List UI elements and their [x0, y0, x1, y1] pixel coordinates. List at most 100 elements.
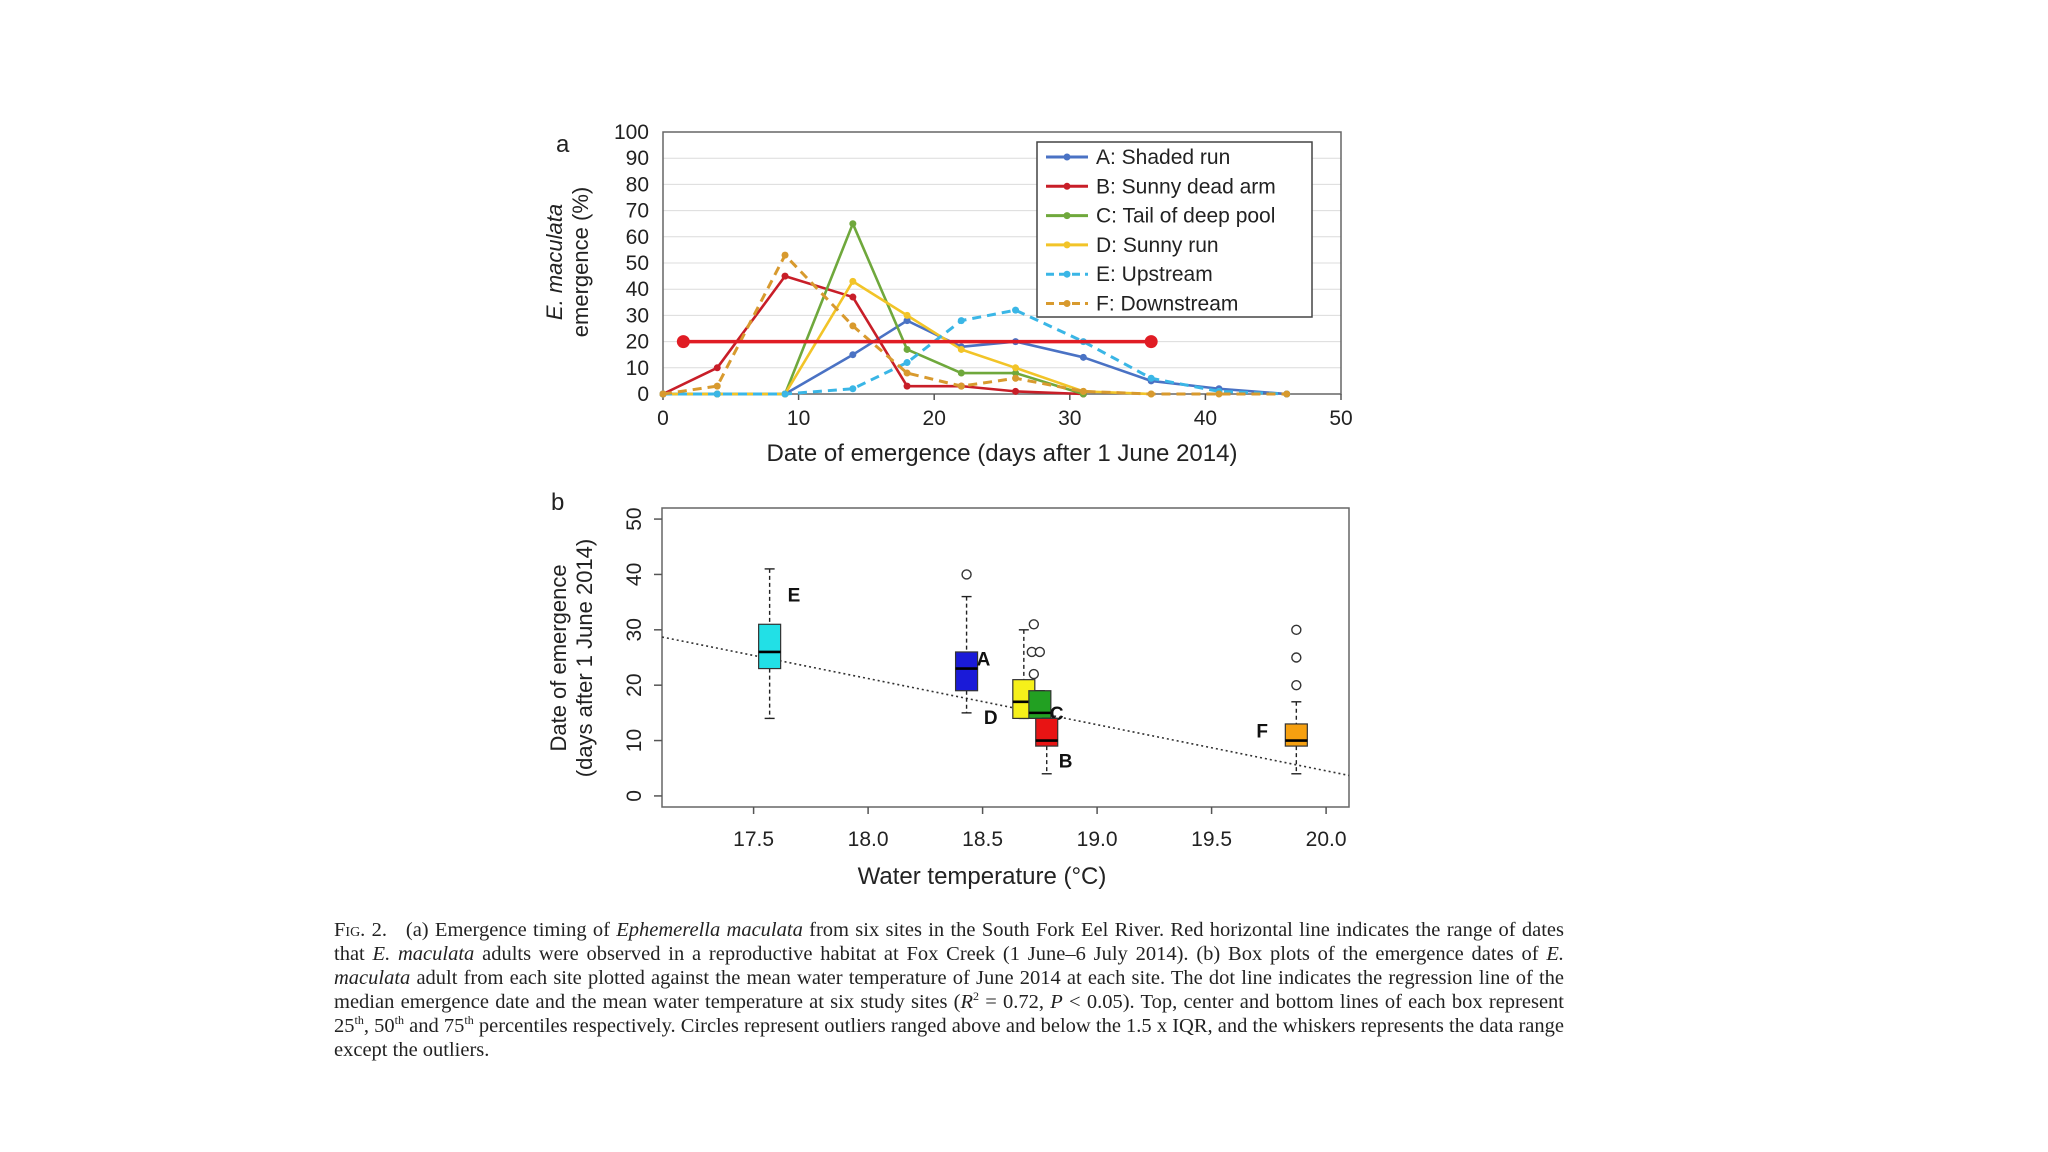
- legend-label-F: F: Downstream: [1096, 293, 1238, 316]
- data-point-F: [1215, 390, 1223, 398]
- box-A: A: [954, 569, 991, 714]
- y-tick-label: 20: [626, 331, 649, 354]
- range-endpoint: [676, 335, 690, 349]
- box-iqr: [758, 623, 782, 670]
- box-B: B: [1035, 717, 1073, 775]
- legend-label-C: C: Tail of deep pool: [1096, 205, 1275, 228]
- data-point-B: [781, 272, 789, 280]
- caption-sup-50: th: [394, 1013, 404, 1028]
- panel-a-y-label-unit: emergence (%): [568, 187, 593, 337]
- data-point-E: [713, 390, 721, 398]
- x-tick-label: 18.5: [962, 828, 1003, 851]
- data-point-E: [1012, 306, 1020, 314]
- box-iqr: [954, 651, 979, 692]
- legend-label-D: D: Sunny run: [1096, 234, 1219, 257]
- panel-a-y-axis-label: E. maculata emergence (%): [542, 187, 593, 337]
- caption-text-7: and 75: [403, 1015, 465, 1037]
- outlier: [1291, 624, 1302, 636]
- panel-a-y-label-species: E. maculata: [542, 204, 567, 320]
- data-point-F: [781, 251, 789, 259]
- panel-b-y-label-line1: Date of emergence: [546, 564, 571, 751]
- y-tick-label: 10: [623, 729, 646, 752]
- box-iqr: [1284, 723, 1308, 747]
- panel-b-label: b: [551, 489, 564, 516]
- legend-marker-F: [1063, 300, 1071, 307]
- caption-text-8: percentiles respectively. Circles repres…: [334, 1015, 1565, 1061]
- figure-caption: Fig. 2. (a) Emergence timing of Ephemere…: [334, 918, 1564, 1062]
- caption-species: Ephemerella maculata: [616, 919, 803, 941]
- data-point-E: [849, 385, 857, 393]
- caption-text-2: from six sites in the South Fork Eel Riv…: [334, 919, 1565, 965]
- data-point-F: [1079, 387, 1087, 395]
- box-label-E: E: [788, 585, 801, 606]
- y-tick-label: 50: [626, 252, 649, 275]
- legend-marker-D: [1063, 241, 1071, 249]
- panel-a-legend: A: Shaded run B: Sunny dead arm C: Tail of…: [1036, 141, 1313, 318]
- y-tick-label: 30: [623, 618, 646, 641]
- x-tick-label: 0: [657, 407, 669, 430]
- y-tick-label: 40: [623, 563, 646, 586]
- y-tick-label: 40: [626, 278, 649, 301]
- caption-r2-symbol: R: [960, 991, 974, 1013]
- data-point-A: [849, 351, 857, 359]
- data-point-F: [957, 382, 965, 390]
- panel-a-x-axis-label: Date of emergence (days after 1 June 201…: [767, 440, 1238, 467]
- outlier: [1291, 679, 1302, 691]
- data-point-C: [1012, 369, 1020, 377]
- outlier: [961, 569, 972, 580]
- y-tick-label: 0: [623, 790, 646, 802]
- legend-marker-E: [1063, 270, 1071, 278]
- legend-box: [1036, 141, 1313, 318]
- legend-label-A: A: Shaded run: [1096, 146, 1230, 169]
- y-tick-label: 10: [626, 357, 649, 380]
- box-F: F: [1256, 624, 1308, 775]
- panel-a-frame: [662, 131, 1342, 395]
- data-point-E: [1147, 374, 1155, 382]
- legend-marker-B: [1063, 182, 1071, 190]
- y-tick-label: 80: [626, 173, 649, 196]
- caption-text-6: , 50: [363, 1015, 395, 1037]
- data-point-B: [903, 382, 911, 390]
- data-point-B: [1012, 387, 1020, 395]
- data-point-F: [903, 369, 911, 377]
- caption-text-5: < 0.05). Top, center and bottom lines of…: [334, 991, 1565, 1037]
- box-label-B: B: [1059, 752, 1073, 773]
- data-point-F: [849, 322, 857, 330]
- legend-label-B: B: Sunny dead arm: [1096, 175, 1276, 198]
- x-tick-label: 40: [1194, 407, 1217, 430]
- data-point-E: [957, 317, 965, 325]
- caption-r2-sup: 2: [973, 989, 980, 1004]
- data-point-C: [903, 345, 911, 353]
- data-point-E: [781, 390, 789, 398]
- y-tick-label: 100: [614, 121, 649, 144]
- data-point-F: [1283, 390, 1291, 398]
- panel-b-x-axis-label: Water temperature (°C): [858, 863, 1107, 890]
- legend-marker-A: [1063, 153, 1071, 161]
- caption-fig-label: Fig. 2.: [334, 919, 387, 941]
- x-tick-label: 17.5: [733, 828, 774, 851]
- panel-b-box-plot: b 0 10 20 30 40 50 17.5 18.0 18.5 19.0 19.5 20.0 E…: [546, 489, 1350, 890]
- legend-label-E: E: Upstream: [1096, 263, 1213, 286]
- y-tick-label: 20: [623, 674, 646, 697]
- box-iqr: [1028, 690, 1052, 720]
- panel-b-y-label-line2: (days after 1 June 2014): [572, 539, 597, 777]
- outlier: [1028, 619, 1040, 630]
- x-tick-label: 19.0: [1077, 828, 1118, 851]
- data-point-B: [713, 364, 721, 372]
- x-tick-label: 18.0: [848, 828, 889, 851]
- data-point-B: [849, 293, 857, 301]
- data-point-C: [849, 220, 857, 228]
- y-tick-label: 90: [626, 147, 649, 170]
- panel-a-y-ticks: 0 10 20 30 40 50 60 70 80 90 100: [614, 121, 649, 406]
- box-label-F: F: [1256, 722, 1268, 743]
- y-tick-label: 60: [626, 226, 649, 249]
- panel-a-range-line: [676, 335, 1158, 349]
- outlier: [1034, 646, 1046, 658]
- x-tick-label: 20.0: [1306, 828, 1347, 851]
- panel-b-x-ticks: 17.5 18.0 18.5 19.0 19.5 20.0: [733, 807, 1347, 851]
- panel-a-line-chart: a 0 10 20 30 40 50 60 70 80 90 100 0 10 20 30 40 50 Dat…: [542, 121, 1353, 467]
- y-tick-label: 30: [626, 304, 649, 327]
- data-point-F: [1147, 390, 1155, 398]
- panel-b-y-ticks: 0 10 20 30 40 50: [623, 507, 662, 802]
- caption-species-short-2: E. maculata: [334, 943, 1564, 989]
